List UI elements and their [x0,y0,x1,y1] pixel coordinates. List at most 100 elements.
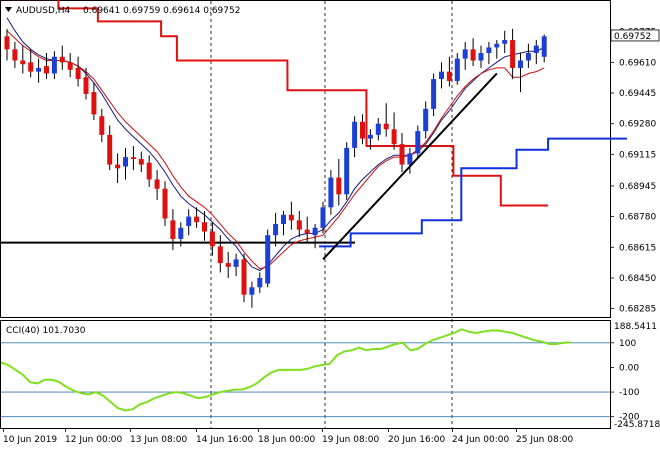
time-tick-label: 12 Jun 00:00 [65,435,122,445]
candle-body [162,188,168,219]
candle-body [510,40,516,68]
candle-body [328,177,334,208]
candle-body [51,56,57,74]
candlesticks [4,28,547,308]
candle [51,51,57,80]
candle-body [170,220,176,239]
candle [407,147,413,174]
cci-tick-label: -200 [619,413,640,423]
indicator-pane-frame [0,320,611,429]
candle-body [431,79,437,109]
candle-body [383,123,389,130]
candle-body [257,277,263,288]
red-channel-line [3,0,549,207]
candle [59,45,65,70]
candle [281,211,286,236]
candle-body [478,53,484,61]
candle-body [115,164,121,169]
price-tick-label: 0.68285 [619,305,656,315]
candle [154,170,160,200]
candle [470,38,476,67]
candle-body [241,259,247,295]
candle [344,142,350,200]
candle-body [446,71,452,81]
candle-body [518,60,523,68]
candle-body [233,259,239,267]
candle-body [249,287,255,295]
candle [202,211,207,241]
candle [533,40,539,65]
candle [541,34,547,63]
candle-body [281,214,286,225]
candle [525,43,531,68]
candle [486,41,492,65]
candle [478,45,484,68]
candle [296,211,302,238]
period-separators [210,1,453,428]
candle-body [391,129,397,145]
cci-tick-label: 100 [619,339,636,349]
candle-body [541,36,547,57]
candle [439,62,444,89]
candle [241,253,247,303]
candle [67,53,73,78]
candle-body [344,147,350,195]
candle [4,28,10,61]
time-tick-label: 19 Jun 08:00 [322,435,379,445]
price-tick-label: 0.68615 [619,243,656,253]
price-pane-frame [0,0,611,318]
candle [336,159,342,206]
symbol-title: AUDUSD,H4 [16,6,71,16]
candle-body [502,40,508,44]
candle [454,53,460,85]
ma-red-line [6,30,545,270]
candle [383,103,389,137]
candle-body [454,58,460,81]
cci-series-line [0,328,572,412]
candle [162,181,168,226]
candle-body [486,47,492,54]
candle-body [91,92,97,115]
candle-body [525,53,531,61]
candle [415,125,421,159]
candle-body [154,179,160,189]
time-tick-label: 20 Jun 16:00 [388,435,445,445]
time-tick-label: 10 Jun 2019 [3,435,57,445]
candle-body [99,116,105,135]
candle [312,224,318,249]
candle-body [44,66,49,74]
collapse-arrow-icon[interactable] [5,7,12,12]
time-axis: 10 Jun 2019 12 Jun 00:00 13 Jun 08:00 14 Ju… [3,428,573,445]
candle [75,56,81,87]
candle-body [12,49,18,61]
candle-body [28,62,34,72]
candle [257,272,263,293]
candle-body [202,222,207,232]
candle [328,170,334,215]
candle-body [360,121,365,139]
up-trendline [322,72,498,261]
time-tick-label: 13 Jun 08:00 [130,435,187,445]
candle-body [336,177,342,195]
price-tick-label: 0.68945 [619,182,656,192]
candle [115,153,121,184]
price-tick-label: 0.69115 [619,150,656,160]
candle-body [312,227,318,236]
candle-body [186,216,192,226]
candle [518,53,523,93]
candle-body [494,43,500,48]
candle-body [265,235,271,284]
candle [446,56,452,87]
candle-body [415,131,421,154]
candle-body [304,229,310,234]
candle-body [178,227,184,239]
price-axis: 0.697750.696100.694450.692800.691150.689… [610,28,656,315]
candle-body [107,134,113,165]
candle-body [130,157,136,159]
price-tick-label: 0.69445 [619,89,656,99]
candle-body [533,45,539,54]
candle [123,147,128,180]
trendline [322,72,498,261]
current-price-label: 0.69752 [614,32,651,42]
